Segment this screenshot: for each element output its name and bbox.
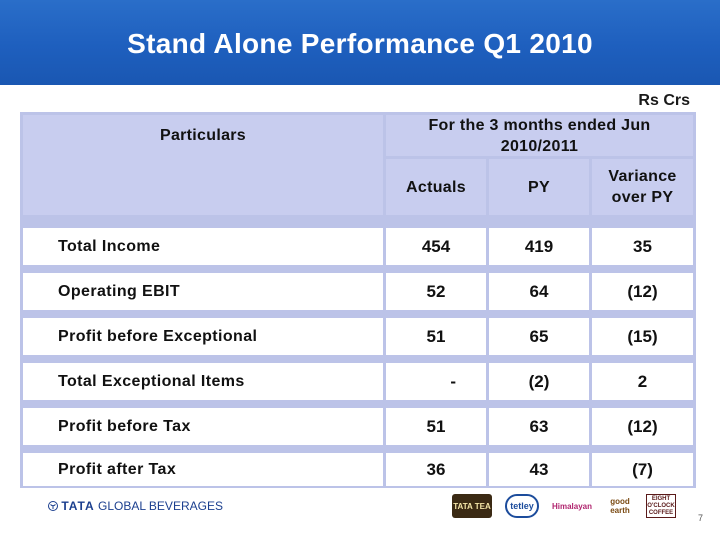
cell-py: 64 — [489, 273, 589, 310]
header-actuals: Actuals — [386, 159, 486, 215]
cell-actuals: 51 — [386, 318, 486, 355]
header-period: For the 3 months ended Jun 2010/2011 — [386, 115, 693, 156]
himalayan-logo: Himalayan — [551, 501, 593, 511]
cell-py: 65 — [489, 318, 589, 355]
eight-oclock-logo: EIGHT O'CLOCK COFFEE — [646, 494, 676, 518]
cell-variance: (12) — [592, 408, 693, 445]
cell-variance: 2 — [592, 363, 693, 400]
tata-tea-logo: TATA TEA — [452, 494, 492, 518]
title-bar: Stand Alone Performance Q1 2010 — [0, 0, 720, 85]
tetley-logo: tetley — [505, 494, 539, 518]
header-variance: Variance over PY — [592, 159, 693, 215]
cell-actuals: - — [386, 363, 486, 400]
slide-title: Stand Alone Performance Q1 2010 — [127, 28, 593, 59]
row-label: Profit before Exceptional — [23, 318, 383, 355]
row-label: Total Income — [23, 228, 383, 265]
cell-py: 43 — [489, 453, 589, 486]
row-label: Total Exceptional Items — [23, 363, 383, 400]
header-particulars: Particulars — [23, 115, 383, 215]
company-logo: TATA GLOBAL BEVERAGES — [48, 499, 223, 513]
cell-actuals: 52 — [386, 273, 486, 310]
cell-variance: (12) — [592, 273, 693, 310]
cell-variance: 35 — [592, 228, 693, 265]
unit-label: Rs Crs — [638, 92, 690, 109]
cell-variance: (7) — [592, 453, 693, 486]
cell-actuals: 36 — [386, 453, 486, 486]
row-label: Profit after Tax — [23, 453, 383, 486]
row-label: Operating EBIT — [23, 273, 383, 310]
performance-table: Particulars For the 3 months ended Jun 2… — [20, 112, 696, 488]
cell-variance: (15) — [592, 318, 693, 355]
cell-py: (2) — [489, 363, 589, 400]
cell-py: 419 — [489, 228, 589, 265]
company-name: GLOBAL BEVERAGES — [98, 499, 223, 513]
row-label: Profit before Tax — [23, 408, 383, 445]
cell-py: 63 — [489, 408, 589, 445]
header-py: PY — [489, 159, 589, 215]
footer — [0, 490, 720, 540]
cell-actuals: 454 — [386, 228, 486, 265]
company-brand: TATA — [61, 499, 95, 513]
page-number: 7 — [697, 513, 703, 523]
tata-emblem-icon — [48, 501, 58, 511]
good-earth-logo: good earth — [610, 497, 630, 515]
cell-actuals: 51 — [386, 408, 486, 445]
